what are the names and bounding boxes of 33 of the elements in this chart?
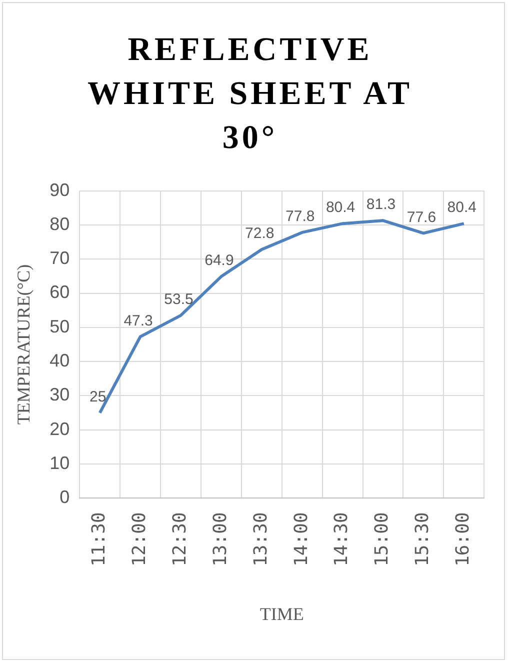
x-tick-label: 15:30 <box>412 512 434 566</box>
data-label: 64.9 <box>204 252 234 270</box>
data-label: 80.4 <box>447 199 476 216</box>
y-tick-label: 20 <box>50 418 70 439</box>
chart-title: REFLECTIVE WHITE SHEET AT 30° <box>86 31 414 158</box>
x-tick-label: 13:30 <box>250 512 272 566</box>
y-tick-label: 50 <box>50 316 70 336</box>
y-tick-label: 0 <box>60 487 70 508</box>
x-tick-label: 16:00 <box>452 512 474 566</box>
x-tick-label: 12:30 <box>169 512 190 566</box>
y-tick-label: 90 <box>50 180 70 200</box>
data-label: 72.8 <box>245 225 274 242</box>
data-label: 77.8 <box>285 208 315 226</box>
y-tick-label: 40 <box>50 350 70 371</box>
data-label: 53.5 <box>164 291 194 308</box>
y-tick-label: 80 <box>50 214 70 234</box>
data-label: 80.4 <box>326 199 356 216</box>
y-tick-label: 30 <box>50 384 70 405</box>
x-tick-label: 14:30 <box>331 512 352 566</box>
data-label: 77.6 <box>406 208 436 226</box>
y-axis-title: TEMPERATURE(°C) <box>14 264 34 425</box>
x-tick-label: 13:00 <box>210 512 231 566</box>
y-tick-label: 10 <box>50 453 70 474</box>
x-axis-title: TIME <box>260 604 304 624</box>
x-tick-label: 15:00 <box>372 512 393 566</box>
data-label: 25 <box>90 388 106 406</box>
x-tick-label: 14:00 <box>290 512 312 566</box>
x-tick-label: 11:30 <box>88 512 110 566</box>
data-label: 81.3 <box>366 196 396 214</box>
data-label: 47.3 <box>124 312 153 330</box>
y-tick-label: 60 <box>50 282 70 302</box>
y-tick-label: 70 <box>50 248 70 268</box>
x-tick-label: 12:00 <box>128 512 150 566</box>
